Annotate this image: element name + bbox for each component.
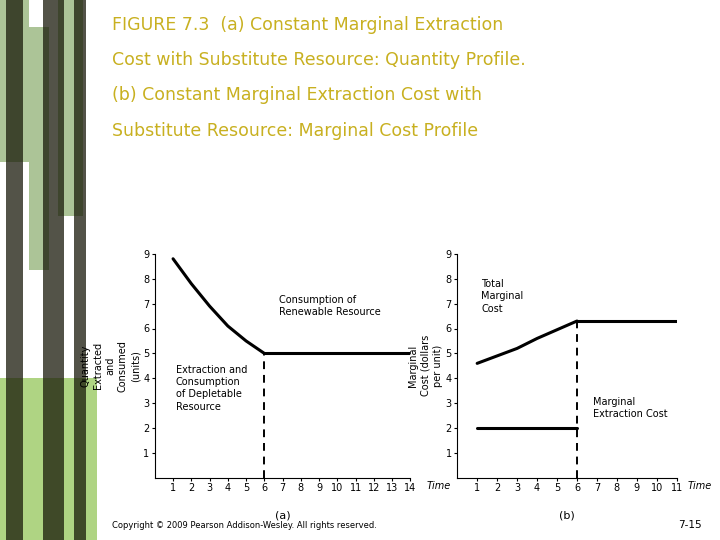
Bar bbox=[42, 0, 64, 540]
Text: Cost with Substitute Resource: Quantity Profile.: Cost with Substitute Resource: Quantity … bbox=[112, 51, 526, 69]
Y-axis label: Quantity
Extracted
and
Consumed
(units): Quantity Extracted and Consumed (units) bbox=[81, 340, 140, 392]
Bar bbox=[74, 0, 86, 540]
Bar bbox=[29, 27, 49, 270]
Bar bbox=[6, 0, 23, 540]
Y-axis label: Marginal
Cost (dollars
per unit): Marginal Cost (dollars per unit) bbox=[408, 335, 443, 396]
Text: Copyright © 2009 Pearson Addison-Wesley. All rights reserved.: Copyright © 2009 Pearson Addison-Wesley.… bbox=[112, 521, 377, 530]
Text: Time: Time bbox=[688, 481, 712, 491]
Text: Total
Marginal
Cost: Total Marginal Cost bbox=[481, 279, 523, 314]
Text: Consumption of
Renewable Resource: Consumption of Renewable Resource bbox=[279, 295, 381, 318]
Text: FIGURE 7.3  (a) Constant Marginal Extraction: FIGURE 7.3 (a) Constant Marginal Extract… bbox=[112, 16, 503, 34]
Text: (b): (b) bbox=[559, 510, 575, 520]
Text: Marginal
Extraction Cost: Marginal Extraction Cost bbox=[593, 397, 667, 420]
Text: Time: Time bbox=[427, 481, 451, 491]
Bar bbox=[58, 0, 83, 216]
Bar bbox=[0, 0, 29, 162]
Bar bbox=[0, 378, 97, 540]
Text: Substitute Resource: Marginal Cost Profile: Substitute Resource: Marginal Cost Profi… bbox=[112, 122, 478, 139]
Text: 7-15: 7-15 bbox=[678, 520, 702, 530]
Text: Extraction and
Consumption
of Depletable
Resource: Extraction and Consumption of Depletable… bbox=[176, 364, 247, 412]
Text: (b) Constant Marginal Extraction Cost with: (b) Constant Marginal Extraction Cost wi… bbox=[112, 86, 482, 104]
Text: (a): (a) bbox=[275, 510, 290, 520]
